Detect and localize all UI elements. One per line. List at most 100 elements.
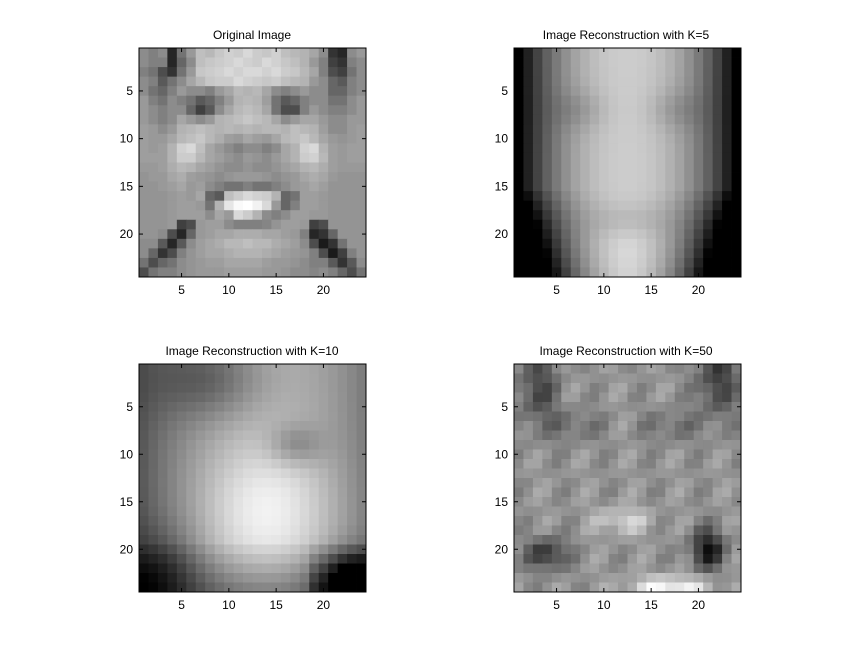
pixel-cell: [618, 200, 628, 211]
pixel-cell: [636, 143, 647, 154]
pixel-cell: [523, 487, 534, 498]
pixel-cell: [703, 133, 714, 144]
pixel-cell: [636, 238, 647, 249]
pixel-cell: [514, 67, 524, 78]
pixel-cell: [646, 440, 657, 450]
pixel-cell: [337, 257, 348, 268]
pixel-cell: [684, 563, 695, 574]
pixel-cell: [532, 95, 543, 106]
pixel-cell: [589, 468, 600, 479]
pixel-cell: [570, 535, 581, 545]
pixel-cell: [271, 440, 282, 450]
pixel-cell: [337, 487, 348, 498]
pixel-cell: [618, 133, 628, 144]
pixel-cell: [646, 162, 657, 173]
pixel-cell: [252, 468, 263, 479]
pixel-cell: [252, 544, 263, 555]
pixel-cell: [299, 430, 310, 441]
pixel-cell: [532, 200, 543, 211]
pixel-cell: [233, 172, 244, 182]
pixel-cell: [214, 487, 225, 498]
pixel-cell: [693, 67, 704, 78]
pixel-cell: [271, 105, 282, 116]
pixel-cell: [167, 563, 178, 574]
pixel-cell: [195, 449, 206, 460]
pixel-cell: [176, 67, 187, 78]
pixel-cell: [731, 516, 742, 526]
axes-frame: [138, 363, 367, 593]
pixel-cell: [674, 257, 685, 268]
pixel-cell: [646, 402, 657, 412]
pixel-cell: [318, 133, 329, 144]
pixel-cell: [551, 248, 562, 259]
pixel-cell: [148, 535, 159, 545]
pixel-cell: [731, 200, 742, 211]
pixel-cell: [337, 210, 348, 221]
pixel-cell: [665, 430, 676, 441]
pixel-cell: [186, 525, 197, 536]
pixel-cell: [523, 582, 534, 593]
pixel-cell: [328, 544, 339, 555]
pixel-cell: [205, 95, 216, 106]
pixel-cell: [243, 497, 253, 507]
pixel-cell: [703, 200, 714, 211]
pixel-cell: [703, 392, 714, 403]
pixel-cell: [589, 430, 600, 441]
pixel-cell: [655, 364, 666, 374]
pixel-cell: [271, 86, 282, 97]
pixel-cell: [139, 392, 149, 403]
pixel-cell: [157, 57, 168, 68]
pixel-cell: [580, 373, 591, 384]
pixel-cell: [176, 506, 187, 517]
pixel-cell: [328, 95, 339, 106]
pixel-cell: [148, 364, 159, 374]
pixel-cell: [580, 143, 591, 154]
pixel-cell: [514, 172, 524, 182]
pixel-cell: [271, 573, 282, 583]
pixel-cell: [176, 57, 187, 68]
x-tick-label: 20: [317, 283, 331, 297]
pixel-cell: [693, 525, 704, 536]
pixel-cell: [233, 373, 244, 384]
pixel-cell: [712, 219, 723, 230]
pixel-cell: [318, 48, 329, 58]
panel-title: Image Reconstruction with K=10: [165, 344, 338, 358]
pixel-cell: [703, 238, 714, 249]
pixel-cell: [589, 152, 600, 163]
pixel-cell: [252, 402, 263, 412]
pixel-cell: [328, 57, 339, 68]
pixel-cell: [309, 248, 320, 259]
pixel-cell: [674, 86, 685, 97]
pixel-cell: [703, 573, 714, 583]
pixel-cell: [157, 535, 168, 545]
pixel-cell: [551, 497, 562, 507]
pixel-cell: [347, 563, 357, 574]
pixel-cell: [693, 516, 704, 526]
pixel-cell: [243, 459, 253, 469]
pixel-cell: [646, 229, 657, 240]
pixel-cell: [243, 373, 253, 384]
pixel-cell: [347, 219, 357, 230]
pixel-cell: [561, 516, 572, 526]
pixel-cell: [157, 459, 168, 469]
pixel-cell: [214, 573, 225, 583]
pixel-cell: [561, 402, 572, 412]
pixel-cell: [618, 563, 628, 574]
pixel-cell: [627, 181, 638, 192]
pixel-cell: [618, 535, 628, 545]
pixel-cell: [703, 430, 714, 441]
pixel-cell: [309, 267, 320, 278]
pixel-cell: [309, 544, 320, 555]
pixel-cell: [693, 210, 704, 221]
pixel-cell: [703, 219, 714, 230]
pixel-cell: [261, 219, 272, 230]
pixel-cell: [665, 95, 676, 106]
pixel-cell: [684, 421, 695, 431]
pixel-cell: [646, 459, 657, 469]
pixel-cell: [252, 181, 263, 192]
pixel-cell: [608, 582, 619, 593]
pixel-cell: [167, 124, 178, 135]
pixel-cell: [186, 487, 197, 498]
pixel-cell: [157, 563, 168, 574]
